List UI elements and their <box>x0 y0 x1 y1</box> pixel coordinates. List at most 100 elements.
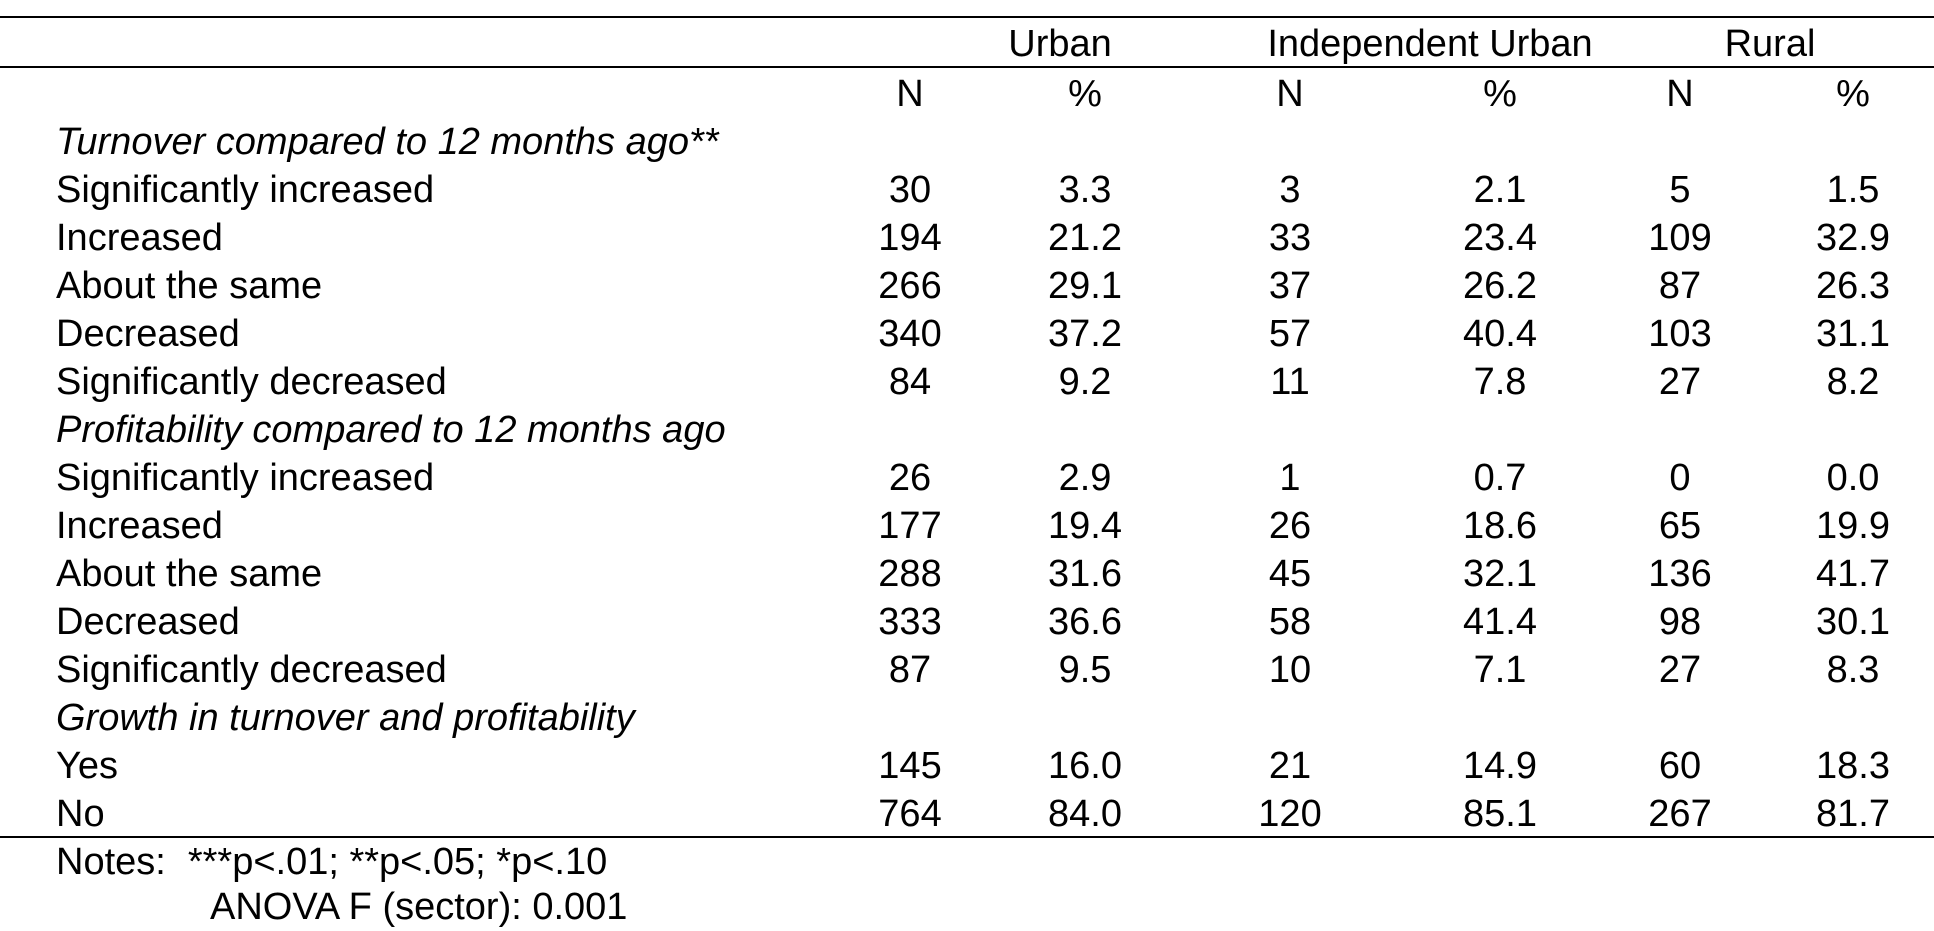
cell-indurban-pct: 41.4 <box>1463 601 1537 643</box>
subheader-rural-pct: % <box>1836 73 1870 115</box>
subheader-indurban-n: N <box>1276 73 1304 115</box>
table-row: No 764 84.0 120 85.1 267 81.7 <box>0 790 1934 838</box>
cell-rural-pct: 1.5 <box>1826 169 1880 211</box>
cell-urban-pct: 9.5 <box>1058 649 1112 691</box>
cell-indurban-pct: 14.9 <box>1463 745 1537 787</box>
table-row: About the same 288 31.6 45 32.1 136 41.7 <box>0 550 1934 598</box>
cell-rural-pct: 0.0 <box>1826 457 1880 499</box>
row-label: Decreased <box>56 313 240 355</box>
cell-rural-pct: 8.2 <box>1826 361 1880 403</box>
table-row: Decreased 333 36.6 58 41.4 98 30.1 <box>0 598 1934 646</box>
subheader-row: N % N % N % <box>0 70 1934 118</box>
cell-rural-n: 87 <box>1658 265 1702 307</box>
cell-urban-pct: 2.9 <box>1058 457 1112 499</box>
cell-indurban-n: 11 <box>1270 361 1310 403</box>
row-label: Decreased <box>56 601 240 643</box>
cell-indurban-n: 3 <box>1279 169 1301 211</box>
cell-indurban-n: 1 <box>1279 457 1301 499</box>
cell-urban-n: 177 <box>878 505 942 547</box>
cell-urban-n: 340 <box>878 313 942 355</box>
table-bottom-rule <box>0 836 1934 838</box>
table-row: Significantly increased 26 2.9 1 0.7 0 0… <box>0 454 1934 502</box>
cell-rural-pct: 81.7 <box>1816 793 1890 835</box>
row-label: Significantly decreased <box>56 649 447 691</box>
group-header-urban: Urban <box>1008 23 1112 65</box>
cell-indurban-n: 21 <box>1268 745 1312 787</box>
row-label: No <box>56 793 105 835</box>
statistics-table: Urban Independent Urban Rural N % N % N … <box>0 16 1934 928</box>
table-top-rule <box>0 16 1934 18</box>
cell-indurban-pct: 40.4 <box>1463 313 1537 355</box>
cell-indurban-pct: 32.1 <box>1463 553 1537 595</box>
cell-urban-n: 145 <box>878 745 942 787</box>
group-header-rural: Rural <box>1724 23 1816 65</box>
cell-rural-pct: 41.7 <box>1816 553 1890 595</box>
section-row: Growth in turnover and profitability <box>0 694 1934 742</box>
table-row: Significantly decreased 84 9.2 11 7.8 27… <box>0 358 1934 406</box>
row-label: Increased <box>56 505 223 547</box>
table-notes-second-line: ANOVA F (sector): 0.001 <box>210 886 628 928</box>
subheader-urban-pct: % <box>1068 73 1102 115</box>
row-label: Growth in turnover and profitability <box>56 697 635 739</box>
cell-urban-pct: 16.0 <box>1048 745 1122 787</box>
cell-indurban-pct: 0.7 <box>1473 457 1527 499</box>
cell-urban-n: 84 <box>888 361 932 403</box>
notes-label: Notes: <box>56 841 166 883</box>
cell-indurban-n: 45 <box>1268 553 1312 595</box>
cell-indurban-n: 57 <box>1268 313 1312 355</box>
table-row: Increased 177 19.4 26 18.6 65 19.9 <box>0 502 1934 550</box>
row-label: Significantly decreased <box>56 361 447 403</box>
cell-rural-n: 103 <box>1648 313 1712 355</box>
cell-urban-pct: 9.2 <box>1058 361 1112 403</box>
cell-rural-n: 109 <box>1648 217 1712 259</box>
cell-rural-pct: 30.1 <box>1816 601 1890 643</box>
table-row: Increased 194 21.2 33 23.4 109 32.9 <box>0 214 1934 262</box>
cell-indurban-pct: 26.2 <box>1463 265 1537 307</box>
table-row: Significantly decreased 87 9.5 10 7.1 27… <box>0 646 1934 694</box>
cell-indurban-pct: 7.8 <box>1473 361 1527 403</box>
cell-urban-n: 26 <box>888 457 932 499</box>
cell-rural-n: 98 <box>1658 601 1702 643</box>
cell-urban-n: 30 <box>888 169 932 211</box>
cell-indurban-n: 33 <box>1268 217 1312 259</box>
row-label: Increased <box>56 217 223 259</box>
subheader-urban-n: N <box>896 73 924 115</box>
cell-urban-pct: 84.0 <box>1048 793 1122 835</box>
row-label: Yes <box>56 745 118 787</box>
cell-indurban-n: 120 <box>1258 793 1322 835</box>
cell-rural-n: 136 <box>1648 553 1712 595</box>
notes-text: ***p<.01; **p<.05; *p<.10 <box>187 841 608 883</box>
cell-urban-pct: 3.3 <box>1058 169 1112 211</box>
cell-urban-pct: 31.6 <box>1048 553 1122 595</box>
group-header-rule <box>0 66 1934 68</box>
subheader-indurban-pct: % <box>1483 73 1517 115</box>
cell-rural-pct: 8.3 <box>1826 649 1880 691</box>
cell-urban-n: 194 <box>878 217 942 259</box>
row-label: About the same <box>56 265 323 307</box>
row-label: Significantly increased <box>56 169 435 211</box>
cell-rural-pct: 31.1 <box>1816 313 1890 355</box>
table-row: Decreased 340 37.2 57 40.4 103 31.1 <box>0 310 1934 358</box>
cell-urban-n: 266 <box>878 265 942 307</box>
subheader-rural-n: N <box>1666 73 1694 115</box>
cell-urban-n: 288 <box>878 553 942 595</box>
cell-rural-n: 65 <box>1658 505 1702 547</box>
cell-indurban-pct: 2.1 <box>1473 169 1527 211</box>
cell-urban-n: 87 <box>888 649 932 691</box>
section-row: Turnover compared to 12 months ago** <box>0 118 1934 166</box>
cell-indurban-n: 37 <box>1268 265 1312 307</box>
group-header-independent-urban: Independent Urban <box>1267 23 1593 65</box>
row-label: Turnover compared to 12 months ago** <box>56 121 719 163</box>
cell-urban-pct: 36.6 <box>1048 601 1122 643</box>
row-label: Significantly increased <box>56 457 435 499</box>
cell-indurban-pct: 7.1 <box>1473 649 1527 691</box>
cell-rural-n: 60 <box>1658 745 1702 787</box>
cell-rural-n: 267 <box>1648 793 1712 835</box>
cell-indurban-pct: 85.1 <box>1463 793 1537 835</box>
cell-urban-pct: 29.1 <box>1048 265 1122 307</box>
cell-indurban-pct: 23.4 <box>1463 217 1537 259</box>
cell-rural-n: 0 <box>1669 457 1691 499</box>
row-label: Profitability compared to 12 months ago <box>56 409 726 451</box>
table-row: Yes 145 16.0 21 14.9 60 18.3 <box>0 742 1934 790</box>
cell-rural-pct: 19.9 <box>1816 505 1890 547</box>
